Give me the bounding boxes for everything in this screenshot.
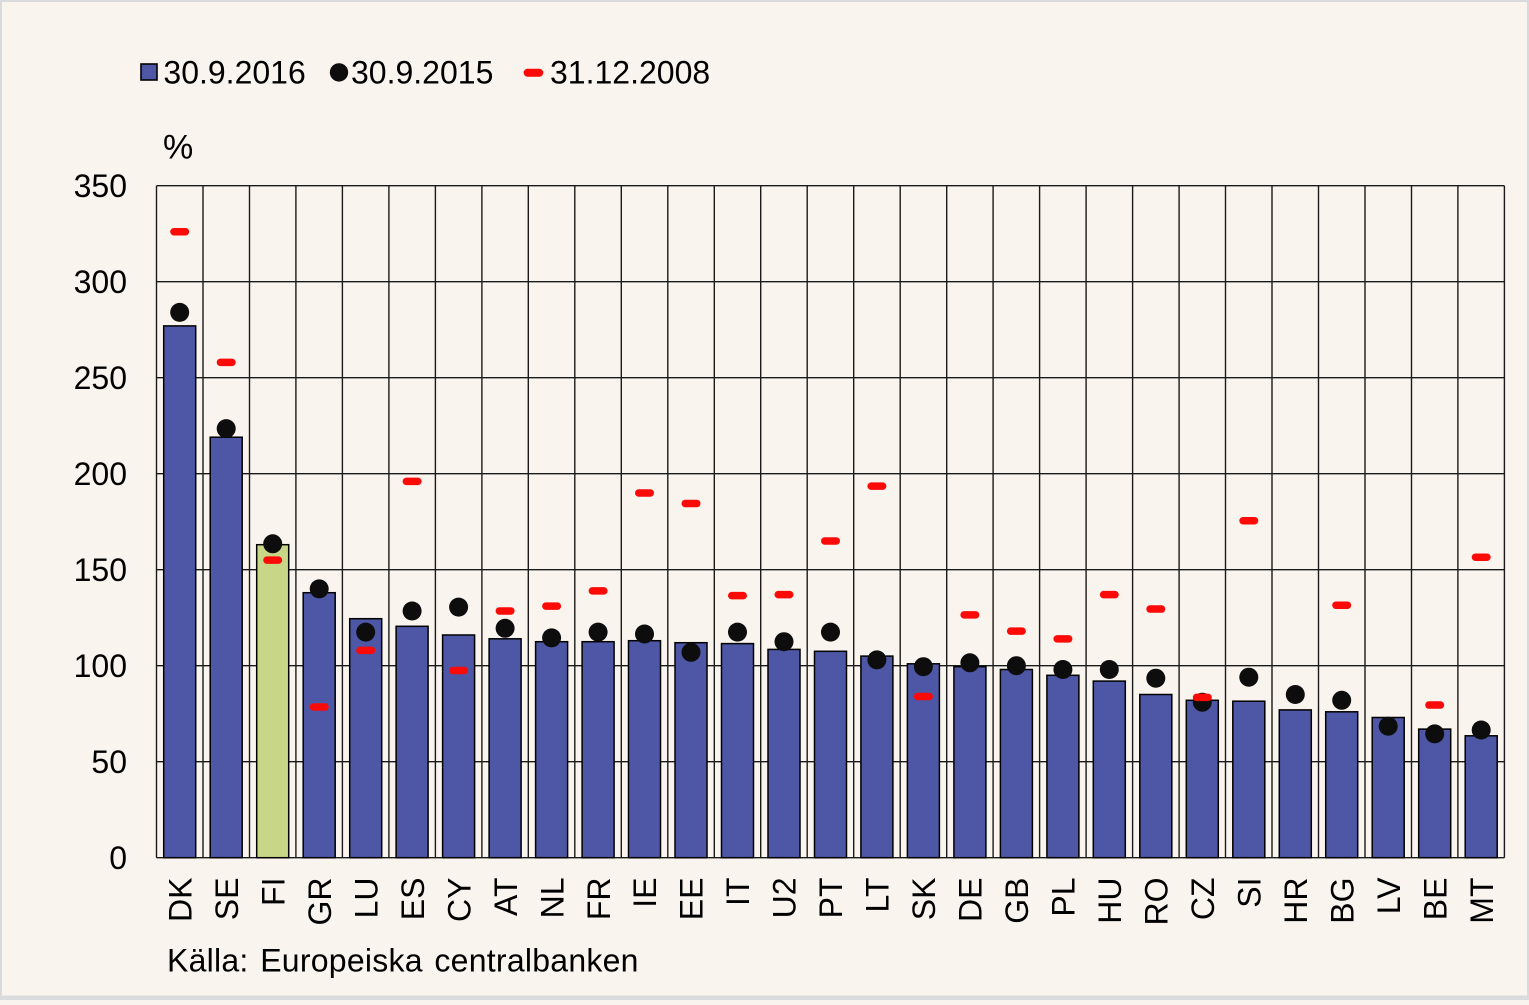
svg-text:AT: AT bbox=[488, 878, 524, 917]
svg-text:300: 300 bbox=[74, 264, 127, 300]
svg-text:Källa: Europeiska centralbanke: Källa: Europeiska centralbanken bbox=[167, 942, 639, 978]
svg-text:FR: FR bbox=[581, 878, 617, 921]
svg-text:GB: GB bbox=[999, 878, 1035, 924]
svg-text:EE: EE bbox=[674, 878, 710, 921]
svg-text:%: % bbox=[163, 129, 193, 167]
svg-text:30.9.2016: 30.9.2016 bbox=[163, 55, 305, 91]
svg-text:DK: DK bbox=[162, 878, 198, 922]
svg-text:PL: PL bbox=[1046, 878, 1082, 917]
svg-text:NL: NL bbox=[534, 878, 570, 919]
svg-text:CY: CY bbox=[441, 878, 477, 922]
svg-text:150: 150 bbox=[74, 552, 127, 588]
svg-text:31.12.2008: 31.12.2008 bbox=[550, 55, 710, 91]
svg-text:FI: FI bbox=[255, 878, 291, 906]
svg-text:LT: LT bbox=[860, 878, 896, 913]
svg-text:100: 100 bbox=[74, 648, 127, 684]
svg-text:IE: IE bbox=[627, 878, 663, 908]
svg-text:30.9.2015: 30.9.2015 bbox=[351, 55, 493, 91]
svg-text:MT: MT bbox=[1464, 878, 1500, 924]
svg-text:LV: LV bbox=[1371, 877, 1407, 914]
svg-text:350: 350 bbox=[74, 168, 127, 204]
svg-text:50: 50 bbox=[91, 744, 127, 780]
svg-text:IT: IT bbox=[720, 878, 756, 906]
svg-text:RO: RO bbox=[1139, 878, 1175, 926]
svg-text:HR: HR bbox=[1278, 878, 1314, 924]
svg-text:HU: HU bbox=[1092, 878, 1128, 924]
svg-text:0: 0 bbox=[109, 840, 127, 876]
svg-text:SK: SK bbox=[906, 878, 942, 921]
svg-text:SE: SE bbox=[209, 878, 245, 921]
svg-text:BE: BE bbox=[1417, 878, 1453, 921]
svg-text:PT: PT bbox=[813, 878, 849, 919]
svg-text:SI: SI bbox=[1232, 878, 1268, 908]
svg-text:200: 200 bbox=[74, 456, 127, 492]
svg-text:CZ: CZ bbox=[1185, 878, 1221, 921]
svg-text:GR: GR bbox=[302, 878, 338, 926]
svg-text:ES: ES bbox=[395, 878, 431, 921]
svg-text:LU: LU bbox=[348, 878, 384, 919]
svg-text:BG: BG bbox=[1324, 878, 1360, 924]
svg-text:U2: U2 bbox=[767, 878, 803, 919]
svg-text:DE: DE bbox=[953, 878, 989, 922]
svg-text:250: 250 bbox=[74, 360, 127, 396]
